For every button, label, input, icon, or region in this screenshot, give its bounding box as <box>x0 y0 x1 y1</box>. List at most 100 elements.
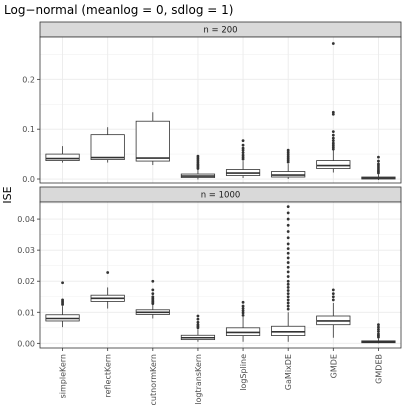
x-tick-label: reflectKern <box>104 354 113 398</box>
chart-title: Log−normal (meanlog = 0, sdlog = 1) <box>4 3 233 17</box>
boxplot-logtransKern <box>180 314 216 342</box>
outlier-point <box>196 323 200 327</box>
x-tick-label: logtransKern <box>194 354 203 405</box>
panel-2: n = 1000 0.00 0.01 0.02 0.03 0.04 <box>17 186 402 349</box>
outlier-point <box>241 143 245 147</box>
boxplot-GaMixDE <box>271 148 306 180</box>
outlier-point <box>286 301 290 305</box>
outlier-point <box>286 158 290 162</box>
outlier-point <box>61 298 64 302</box>
outlier-point <box>241 313 245 317</box>
outlier-point <box>241 153 245 157</box>
y-tick-label: 0.02 <box>17 277 35 286</box>
y-axis-label: ISE <box>1 186 14 203</box>
outlier-point <box>286 150 290 154</box>
outlier-point <box>286 286 290 289</box>
outlier-point <box>286 292 290 296</box>
boxplot-GMDE <box>316 288 351 338</box>
outlier-point <box>377 325 380 329</box>
outlier-point <box>377 332 380 336</box>
y-tick-label: 0.04 <box>17 215 35 224</box>
outlier-point <box>286 304 290 308</box>
outlier-point <box>241 155 245 159</box>
outlier-point <box>377 155 380 159</box>
outlier-point <box>286 154 290 158</box>
outlier-point <box>331 110 335 114</box>
outlier-point <box>331 288 335 292</box>
outlier-point <box>286 279 290 283</box>
outlier-point <box>331 42 335 45</box>
strip-label: n = 200 <box>203 26 237 36</box>
panel-border <box>39 36 402 184</box>
boxplot-GMDE <box>316 42 351 173</box>
outlier-point <box>286 261 290 264</box>
y-tick-label: 0.1 <box>22 125 35 134</box>
outlier-point <box>331 141 335 145</box>
panel-border <box>39 201 402 349</box>
outlier-point <box>241 307 245 310</box>
outlier-point <box>286 275 290 278</box>
outlier-point <box>331 147 335 151</box>
outlier-point <box>196 154 200 158</box>
boxplot-logSpline <box>225 139 261 179</box>
y-tick-label: 0.03 <box>17 246 35 255</box>
outlier-point <box>286 295 290 299</box>
box-iqr <box>316 160 351 169</box>
outlier-point <box>241 311 245 315</box>
y-tick-label: 0.2 <box>22 75 35 84</box>
x-tick-label: GaMixDE <box>284 354 293 390</box>
outlier-point <box>331 292 335 296</box>
outlier-point <box>286 217 290 221</box>
outlier-point <box>286 152 290 156</box>
outlier-point <box>377 162 380 166</box>
outlier-point <box>331 298 335 302</box>
boxplot-reflectKern <box>90 127 125 163</box>
box-iqr <box>271 325 306 336</box>
outlier-point <box>61 281 64 285</box>
outlier-point <box>286 307 290 311</box>
outlier-point <box>286 160 290 164</box>
outlier-point <box>286 211 290 215</box>
panel-background <box>40 202 401 348</box>
outlier-point <box>286 236 290 240</box>
boxplot-GMDEB <box>361 323 396 344</box>
boxplot-GaMixDE <box>271 205 306 342</box>
outlier-point <box>377 168 380 172</box>
outlier-point <box>286 148 290 152</box>
outlier-point <box>331 143 335 147</box>
x-tick-label: simpleKern <box>59 354 68 398</box>
y-tick-label: 0.00 <box>17 339 35 348</box>
outlier-point <box>286 289 290 292</box>
outlier-point <box>331 130 335 134</box>
panels: n = 200 0.0 0.1 0.2 n = 1000 0.00 0.01 0.02 0.03… <box>17 21 402 349</box>
outlier-point <box>151 279 155 283</box>
outlier-point <box>377 166 380 170</box>
outlier-point <box>377 164 380 168</box>
outlier-point <box>196 317 200 321</box>
outlier-point <box>196 162 200 166</box>
outlier-point <box>286 256 290 260</box>
y-tick-label: 0.0 <box>22 175 35 184</box>
x-tick-label: GMDEB <box>374 354 383 384</box>
box-iqr <box>45 153 80 161</box>
boxplot-reflectKern <box>90 271 125 309</box>
outlier-point <box>286 270 290 274</box>
outlier-point <box>196 158 200 162</box>
outlier-point <box>286 205 290 209</box>
outlier-point <box>377 159 380 163</box>
boxplot-logtransKern <box>180 154 216 180</box>
strip-label: n = 1000 <box>201 191 241 201</box>
panel-1: n = 200 0.0 0.1 0.2 <box>22 21 402 184</box>
outlier-point <box>241 304 245 308</box>
outlier-point <box>286 247 290 250</box>
outlier-point <box>331 145 335 149</box>
outlier-point <box>286 230 290 233</box>
outlier-point <box>241 309 245 313</box>
boxplot-cutnormKern <box>135 112 170 166</box>
boxplot-cutnormKern <box>135 279 170 319</box>
outlier-point <box>196 156 200 160</box>
outlier-point <box>377 327 380 331</box>
outlier-point <box>286 156 290 160</box>
outlier-point <box>196 314 200 318</box>
